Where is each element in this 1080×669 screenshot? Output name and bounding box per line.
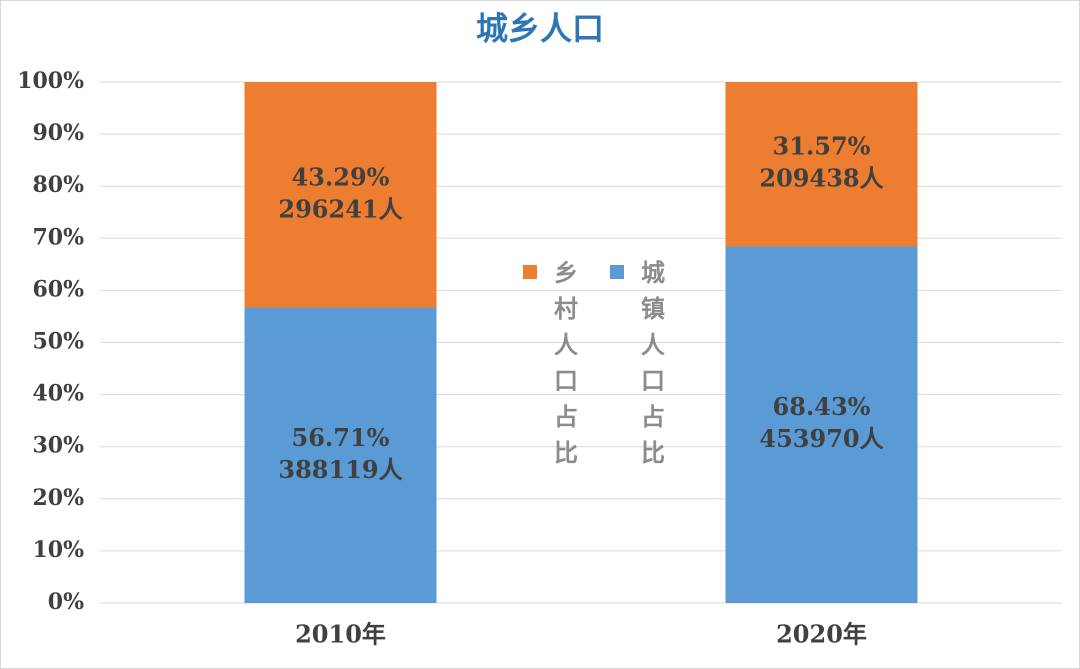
bar-segment <box>725 246 918 603</box>
data-label: 56.71% <box>292 423 390 452</box>
data-label: 209438人 <box>759 164 883 193</box>
data-label: 31.57% <box>773 132 871 161</box>
y-tick-label: 80% <box>32 172 84 198</box>
x-tick-label: 2010年 <box>295 620 386 649</box>
x-tick-label: 2020年 <box>776 620 867 649</box>
y-tick-label: 40% <box>32 381 84 407</box>
y-tick-label: 70% <box>32 224 84 250</box>
y-tick-label: 30% <box>32 433 84 459</box>
y-tick-label: 0% <box>48 589 84 615</box>
data-label: 43.29% <box>292 162 390 191</box>
data-label: 453970人 <box>759 424 883 453</box>
legend-label: 城镇人口占比 <box>637 259 666 476</box>
chart-title: 城乡人口 <box>476 10 604 48</box>
bar-segment <box>244 82 437 308</box>
legend-swatch <box>523 265 537 279</box>
bar-segment <box>244 307 437 603</box>
y-tick-label: 60% <box>32 276 84 302</box>
data-label: 68.43% <box>773 392 871 421</box>
y-tick-label: 100% <box>17 68 84 94</box>
y-tick-label: 90% <box>32 120 84 146</box>
legend-swatch <box>610 265 624 279</box>
legend-label: 乡村人口占比 <box>550 260 579 476</box>
y-tick-label: 10% <box>32 537 84 563</box>
y-tick-label: 50% <box>32 329 84 355</box>
y-tick-label: 20% <box>32 485 84 511</box>
data-label: 296241人 <box>278 194 402 223</box>
data-label: 388119人 <box>278 455 402 484</box>
bar-segment <box>725 82 918 247</box>
